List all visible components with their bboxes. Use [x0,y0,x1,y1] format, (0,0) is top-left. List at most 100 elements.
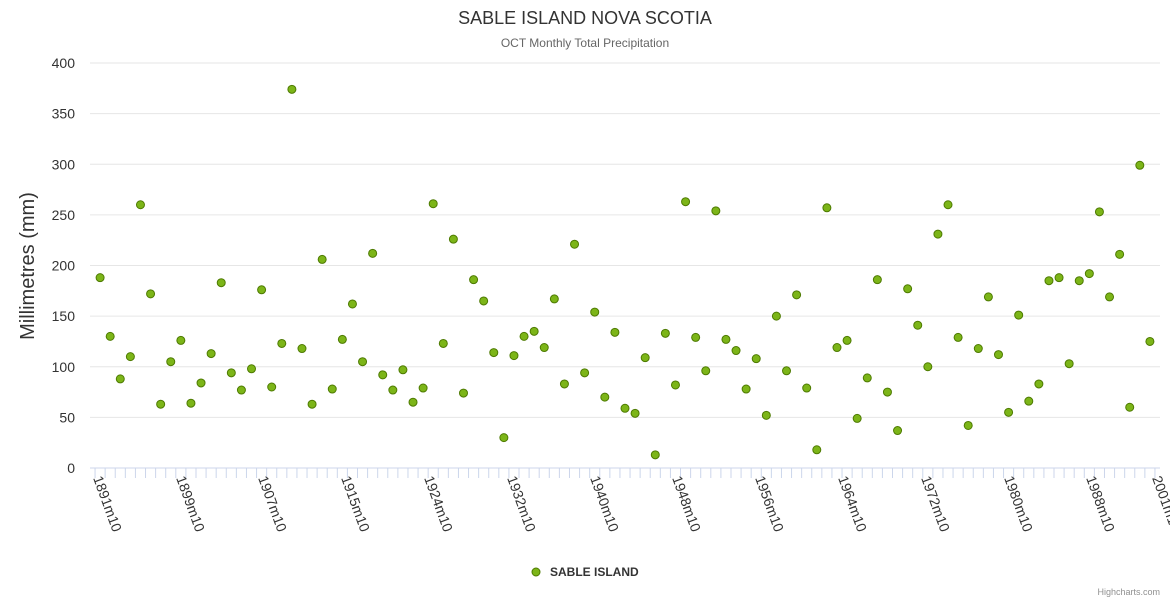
data-point[interactable] [1024,396,1034,406]
data-point[interactable] [630,408,640,418]
data-point[interactable] [236,385,246,395]
data-point[interactable] [872,275,882,285]
data-point[interactable] [1014,310,1024,320]
legend-symbol[interactable] [531,567,541,577]
data-point[interactable] [509,351,519,361]
data-point[interactable] [327,384,337,394]
data-point[interactable] [297,344,307,354]
data-point[interactable] [1094,207,1104,217]
data-point[interactable] [559,379,569,389]
data-point[interactable] [1074,276,1084,286]
data-point[interactable] [711,206,721,216]
data-point[interactable] [953,332,963,342]
data-point[interactable] [963,420,973,430]
data-point[interactable] [933,229,943,239]
data-point[interactable] [277,338,287,348]
data-point[interactable] [1115,249,1125,259]
data-point[interactable] [771,311,781,321]
data-point[interactable] [1044,276,1054,286]
data-point[interactable] [499,433,509,443]
data-point[interactable] [943,200,953,210]
data-point[interactable] [125,352,135,362]
data-point[interactable] [206,349,216,359]
data-point[interactable] [247,364,257,374]
credits-link[interactable]: Highcharts.com [1097,587,1160,597]
data-point[interactable] [368,248,378,258]
data-point[interactable] [226,368,236,378]
data-point[interactable] [156,399,166,409]
data-point[interactable] [681,197,691,207]
data-point[interactable] [1145,336,1155,346]
data-point[interactable] [196,378,206,388]
data-point[interactable] [257,285,267,295]
data-point[interactable] [418,383,428,393]
data-point[interactable] [792,290,802,300]
data-point[interactable] [822,203,832,213]
data-point[interactable] [893,426,903,436]
data-point[interactable] [600,392,610,402]
data-point[interactable] [448,234,458,244]
data-point[interactable] [479,296,489,306]
data-point[interactable] [469,275,479,285]
data-point[interactable] [317,254,327,264]
data-point[interactable] [115,374,125,384]
data-point[interactable] [358,357,368,367]
data-point[interactable] [701,366,711,376]
data-point[interactable] [287,84,297,94]
data-point[interactable] [862,373,872,383]
data-point[interactable] [146,289,156,299]
data-point[interactable] [973,344,983,354]
data-point[interactable] [1135,160,1145,170]
data-point[interactable] [620,403,630,413]
data-point[interactable] [731,346,741,356]
data-point[interactable] [529,326,539,336]
data-point[interactable] [378,370,388,380]
data-point[interactable] [802,383,812,393]
data-point[interactable] [519,331,529,341]
data-point[interactable] [549,294,559,304]
data-point[interactable] [650,450,660,460]
data-point[interactable] [458,388,468,398]
data-point[interactable] [408,397,418,407]
data-point[interactable] [216,278,226,288]
data-point[interactable] [580,368,590,378]
data-point[interactable] [1034,379,1044,389]
data-point[interactable] [852,413,862,423]
data-point[interactable] [186,398,196,408]
data-point[interactable] [1125,402,1135,412]
data-point[interactable] [337,334,347,344]
data-point[interactable] [993,350,1003,360]
legend[interactable]: SABLE ISLAND [531,565,639,579]
data-point[interactable] [1054,273,1064,283]
data-point[interactable] [539,343,549,353]
data-point[interactable] [388,385,398,395]
data-point[interactable] [1004,407,1014,417]
data-point[interactable] [691,332,701,342]
data-point[interactable] [983,292,993,302]
data-point[interactable] [832,343,842,353]
data-point[interactable] [428,199,438,209]
data-point[interactable] [812,445,822,455]
data-point[interactable] [1105,292,1115,302]
data-point[interactable] [640,353,650,363]
data-point[interactable] [570,239,580,249]
data-point[interactable] [347,299,357,309]
data-point[interactable] [882,387,892,397]
data-point[interactable] [721,334,731,344]
legend-label-sable-island[interactable]: SABLE ISLAND [550,565,639,579]
data-point[interactable] [741,384,751,394]
data-point[interactable] [590,307,600,317]
data-point[interactable] [105,331,115,341]
data-point[interactable] [761,410,771,420]
data-point[interactable] [913,320,923,330]
data-point[interactable] [438,338,448,348]
data-point[interactable] [610,327,620,337]
data-point[interactable] [267,382,277,392]
data-point[interactable] [782,366,792,376]
data-point[interactable] [660,328,670,338]
data-point[interactable] [166,357,176,367]
data-point[interactable] [842,335,852,345]
data-point[interactable] [307,399,317,409]
data-point[interactable] [489,348,499,358]
data-point[interactable] [398,365,408,375]
